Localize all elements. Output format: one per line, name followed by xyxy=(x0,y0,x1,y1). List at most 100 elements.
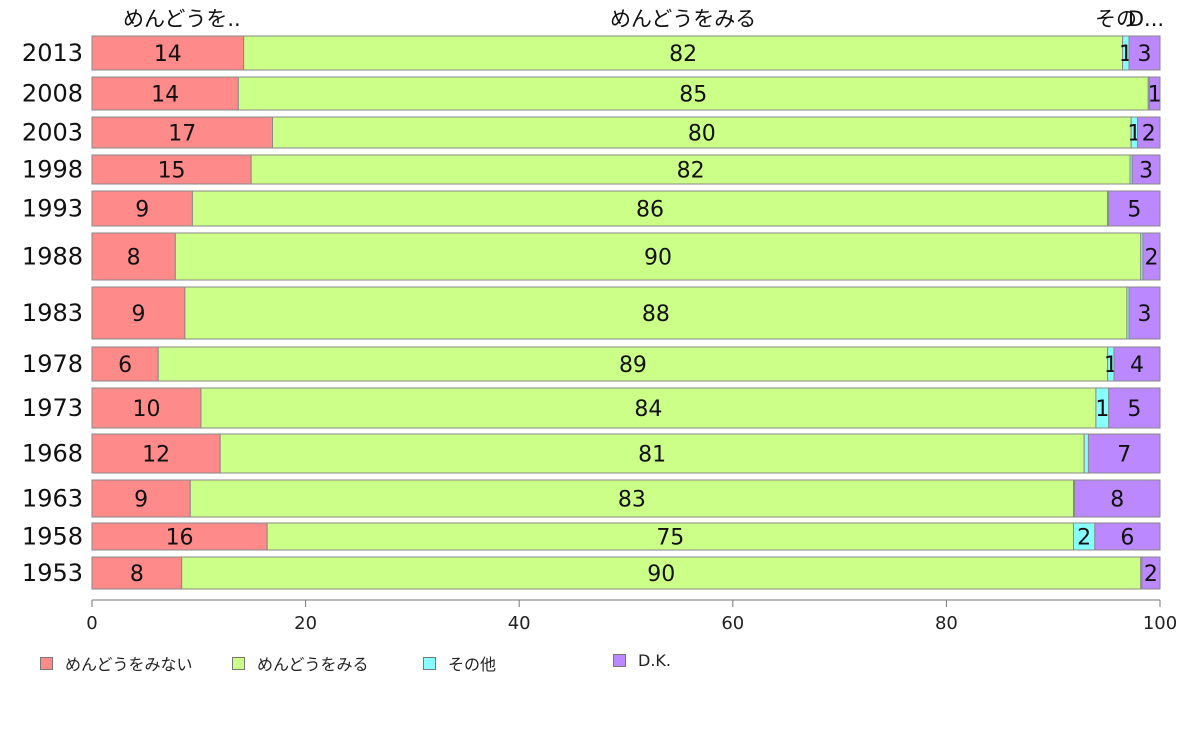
data-label: 2 xyxy=(1144,562,1158,587)
data-label: 3 xyxy=(1138,42,1152,67)
data-label: 2 xyxy=(1142,122,1156,147)
x-tick-label: 100 xyxy=(1143,613,1177,634)
bar-segment xyxy=(91,35,245,71)
bar-segment xyxy=(266,522,1074,551)
bar-segment xyxy=(1128,286,1161,340)
data-label: 9 xyxy=(135,198,149,223)
category-label: 2003 xyxy=(22,119,83,147)
data-label: 82 xyxy=(677,159,705,184)
data-label: 1 xyxy=(1095,397,1109,422)
bar-segment xyxy=(1087,433,1161,474)
bar-segment xyxy=(250,154,1131,185)
legend-item: その他 xyxy=(423,651,496,675)
data-label: 17 xyxy=(168,122,196,147)
data-label: 8 xyxy=(127,246,141,271)
bar-segment xyxy=(91,522,268,551)
bar-segment xyxy=(91,556,183,590)
legend-label: めんどうをみる xyxy=(257,655,369,674)
x-tick-label: 60 xyxy=(721,613,744,634)
legend-label: その他 xyxy=(448,655,497,674)
data-label: 12 xyxy=(142,443,170,468)
data-label: 3 xyxy=(1138,302,1152,327)
bar-segment xyxy=(271,116,1132,149)
bar-segment xyxy=(1113,346,1161,382)
category-label: 1963 xyxy=(22,485,83,513)
bar-segment xyxy=(91,232,176,281)
data-label: 14 xyxy=(154,42,182,67)
bar-segment xyxy=(1148,76,1161,111)
bar-segment xyxy=(91,286,186,340)
legend-swatch xyxy=(613,654,626,667)
legend-swatch xyxy=(40,656,53,670)
category-label: 1953 xyxy=(22,559,83,587)
legend-item: D.K. xyxy=(613,651,671,670)
data-label: 14 xyxy=(151,83,179,108)
legend-item: めんどうをみない xyxy=(40,651,193,675)
data-label: 84 xyxy=(634,397,662,422)
data-label: 6 xyxy=(1120,526,1134,551)
bar-segment xyxy=(184,286,1128,340)
bar-segment xyxy=(237,76,1149,111)
bar-segment xyxy=(1083,433,1089,474)
top-label: めんどうを.. xyxy=(123,7,241,31)
x-tick-label: 0 xyxy=(86,613,97,634)
data-label: 16 xyxy=(166,526,194,551)
data-label: 75 xyxy=(656,526,684,551)
bar-segment xyxy=(1137,116,1161,149)
data-label: 7 xyxy=(1117,443,1131,468)
bar-segment xyxy=(1108,387,1161,429)
data-label: 2 xyxy=(1144,246,1158,271)
data-label: 8 xyxy=(1110,488,1124,513)
data-label: 88 xyxy=(642,302,670,327)
bar-segment xyxy=(191,190,1109,227)
bar-segment xyxy=(243,35,1124,71)
x-tick-label: 40 xyxy=(508,613,531,634)
bar-segment xyxy=(157,346,1109,382)
top-label: D... xyxy=(1128,7,1164,31)
data-label: 8 xyxy=(130,562,144,587)
legend-label: D.K. xyxy=(638,651,671,670)
data-label: 10 xyxy=(132,397,160,422)
legend-swatch xyxy=(232,656,245,670)
category-label: 1988 xyxy=(22,243,83,271)
data-label: 89 xyxy=(619,353,647,378)
bar-segment xyxy=(91,346,159,382)
x-tick-label: 80 xyxy=(935,613,958,634)
data-label: 9 xyxy=(134,488,148,513)
data-label: 80 xyxy=(688,122,716,147)
data-label: 15 xyxy=(158,159,186,184)
data-label: 86 xyxy=(636,198,664,223)
category-label: 1968 xyxy=(22,440,83,468)
bar-segment xyxy=(91,154,252,185)
bar-segment xyxy=(1131,154,1161,185)
bar-segment xyxy=(1128,35,1161,71)
bar-segment xyxy=(200,387,1097,429)
category-label: 1993 xyxy=(22,195,83,223)
data-label: 5 xyxy=(1127,198,1141,223)
bar-segment xyxy=(189,479,1074,518)
category-label: 2013 xyxy=(22,39,83,67)
category-label: 2008 xyxy=(22,80,83,108)
bar-segment xyxy=(91,433,221,474)
category-label: 1958 xyxy=(22,523,83,551)
data-label: 82 xyxy=(669,42,697,67)
bar-segment xyxy=(1074,479,1161,518)
data-label: 6 xyxy=(118,353,132,378)
data-label: 5 xyxy=(1127,397,1141,422)
bar-segment xyxy=(1141,556,1161,590)
bar-segment xyxy=(91,190,193,227)
category-label: 1973 xyxy=(22,394,83,422)
bar-segment xyxy=(1108,190,1161,227)
data-label: 1 xyxy=(1148,83,1162,108)
legend-swatch xyxy=(423,656,436,670)
data-label: 3 xyxy=(1139,159,1153,184)
data-label: 81 xyxy=(638,443,666,468)
legend-item: めんどうをみる xyxy=(232,651,369,675)
bar-segment xyxy=(219,433,1085,474)
category-label: 1998 xyxy=(22,156,83,184)
data-label: 83 xyxy=(618,488,646,513)
bar-segment xyxy=(1142,232,1161,281)
category-label: 1978 xyxy=(22,350,83,378)
data-label: 2 xyxy=(1077,526,1091,551)
